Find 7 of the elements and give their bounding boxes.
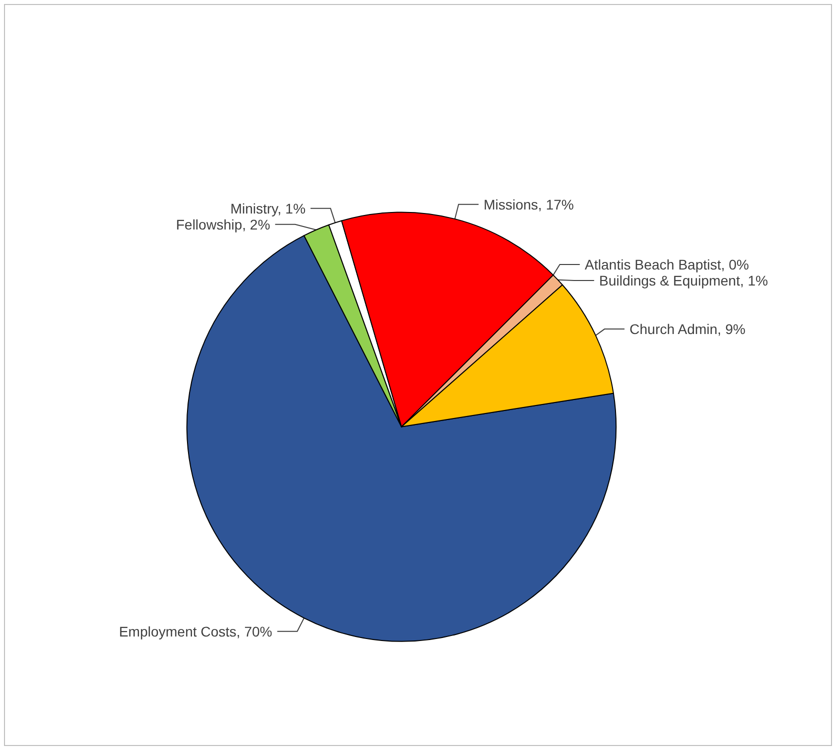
legend-label: Atlantis Beach Baptist, 0% [584, 256, 750, 272]
slice-label: Fellowship, 2% [176, 216, 270, 232]
slice-label: Church Admin, 9% [630, 321, 746, 338]
slice-label: Buildings & Equipment, 1% [599, 272, 768, 288]
slice-label: Employment Costs, 70% [118, 623, 272, 640]
slice-label: Ministry, 1% [230, 200, 306, 216]
slice-label: Missions, 17% [484, 196, 574, 212]
